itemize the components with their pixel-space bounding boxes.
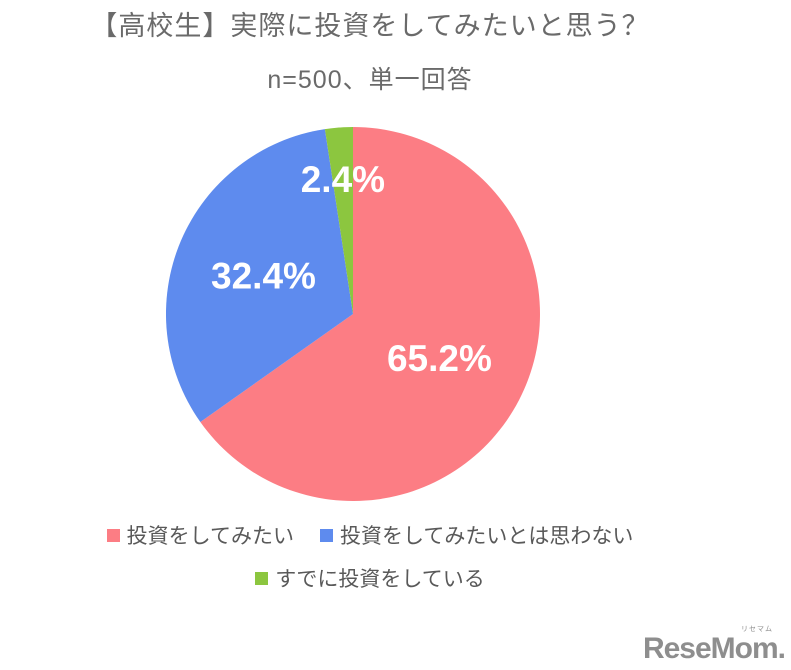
legend-label: 投資をしてみたい xyxy=(126,525,294,548)
chart-header: 【高校生】実際に投資をしてみたいと思う？ n=500、単一回答 xyxy=(0,10,740,96)
legend-swatch-icon xyxy=(106,528,120,542)
legend-item-2: すでに投資をしている xyxy=(255,563,485,593)
pie-chart-svg: 65.2% 32.4% 2.4% xyxy=(166,127,540,501)
pie-chart: 65.2% 32.4% 2.4% xyxy=(166,127,540,501)
legend-swatch-icon xyxy=(255,571,269,585)
resemom-logo: リセマム ReseMom. xyxy=(642,626,786,665)
pie-value-label-2: 2.4% xyxy=(301,159,385,200)
legend-label: すでに投資をしている xyxy=(275,568,485,591)
pie-value-label-1: 32.4% xyxy=(211,255,316,296)
chart-subtitle: n=500、単一回答 xyxy=(267,65,473,94)
chart-title: 【高校生】実際に投資をしてみたいと思う？ xyxy=(90,11,650,41)
legend-item-1: 投資をしてみたいとは思わない xyxy=(320,520,633,550)
legend-item-0: 投資をしてみたい xyxy=(106,520,294,550)
legend-swatch-icon xyxy=(320,528,333,542)
pie-slice-1 xyxy=(166,129,353,423)
chart-legend: 投資をしてみたい 投資をしてみたいとは思わないすでに投資をしている xyxy=(10,520,730,593)
pie-value-label-0: 65.2% xyxy=(387,338,492,379)
resemom-logo-text: ReseMom. xyxy=(642,632,786,665)
resemom-logo-kana: リセマム xyxy=(741,626,773,633)
pie-slice-0 xyxy=(200,127,540,501)
legend-label: 投資をしてみたいとは思わない xyxy=(340,525,634,548)
pie-slice-2 xyxy=(324,127,353,314)
